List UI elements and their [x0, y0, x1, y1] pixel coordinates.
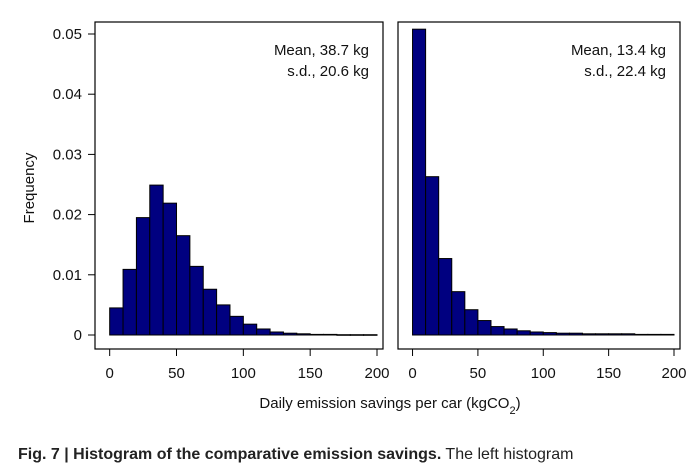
caption-text: The left histogram — [441, 446, 574, 463]
x-axis-label: Daily emission savings per car (kgCO2) — [259, 395, 520, 417]
caption-title: Fig. 7 | Histogram of the comparative em… — [18, 446, 442, 463]
histogram-bar — [464, 309, 479, 336]
histogram-bar — [323, 333, 338, 336]
sd-annotation: s.d., 22.4 kg — [584, 63, 666, 80]
histogram-bar — [242, 323, 258, 336]
histogram-bar — [490, 326, 505, 336]
histogram-bar — [608, 333, 623, 336]
x-tick-label: 50 — [168, 365, 185, 382]
histogram-bar — [296, 333, 311, 336]
histogram-bar — [229, 315, 244, 336]
histogram-bar — [282, 332, 298, 336]
histogram-bar — [216, 304, 231, 336]
plot-frame — [94, 21, 384, 350]
plot-frame — [397, 21, 681, 350]
figure: 0 50 100 150 200 0 0.01 0.02 0.03 0.04 0.05 Mean, 3… — [21, 21, 687, 417]
histogram-bar — [412, 28, 427, 336]
y-tick-label: 0.05 — [53, 26, 82, 43]
histogram-bar — [425, 176, 440, 336]
right-histogram-panel: 0 50 100 150 200 Mean, 13.4 kg s.d., 22.4 kg — [397, 21, 687, 382]
histogram-bar — [529, 331, 544, 336]
histogram-bar — [438, 258, 453, 336]
histogram-bar — [581, 333, 597, 336]
histogram-bar — [269, 331, 284, 336]
x-tick-label: 100 — [531, 365, 556, 382]
sd-annotation: s.d., 20.6 kg — [287, 63, 369, 80]
y-tick-label: 0.01 — [53, 267, 82, 284]
histogram-bar — [336, 334, 351, 336]
histogram-bar — [647, 333, 662, 336]
y-tick-label: 0.04 — [53, 86, 82, 103]
x-tick-label: 150 — [298, 365, 323, 382]
x-tick-label: 200 — [364, 365, 389, 382]
histogram-bar — [256, 328, 271, 336]
histogram-bar — [122, 268, 137, 336]
histogram-bar — [516, 330, 531, 336]
histogram-bar — [189, 265, 204, 336]
x-tick-label: 0 — [408, 365, 416, 382]
x-tick-label: 200 — [661, 365, 686, 382]
y-tick-label: 0.03 — [53, 146, 82, 163]
mean-annotation: Mean, 13.4 kg — [571, 42, 666, 59]
histogram-bar — [477, 320, 492, 336]
y-axis-label: Frequency — [21, 152, 38, 223]
histogram-bar — [621, 333, 636, 336]
x-tick-label: 0 — [106, 365, 114, 382]
y-tick-label: 0 — [74, 327, 82, 344]
histogram-bar — [595, 333, 610, 336]
histogram-bar — [634, 333, 649, 336]
mean-annotation: Mean, 38.7 kg — [274, 42, 369, 59]
x-tick-label: 50 — [470, 365, 487, 382]
histogram-bar — [176, 235, 191, 336]
histogram-bar — [660, 333, 675, 336]
histogram-bar — [162, 202, 178, 336]
histogram-bar — [109, 307, 124, 336]
histogram-bar — [309, 333, 325, 336]
histogram-bar — [555, 332, 570, 336]
y-tick-label: 0.02 — [53, 207, 82, 224]
histogram-bar — [149, 184, 164, 336]
histogram-bar — [202, 288, 218, 336]
histogram-bar — [568, 332, 583, 336]
figure-caption: Fig. 7 | Histogram of the comparative em… — [18, 446, 688, 464]
histogram-bar — [363, 334, 378, 336]
histogram-bar — [451, 291, 466, 336]
x-tick-label: 100 — [231, 365, 256, 382]
histogram-bar — [135, 217, 151, 336]
histogram-bar — [349, 334, 365, 336]
histogram-bar — [503, 328, 518, 336]
histogram-bar — [542, 332, 557, 336]
left-histogram-panel: 0 50 100 150 200 0 0.01 0.02 0.03 0.04 0.05 Mean, 3… — [53, 21, 390, 382]
x-tick-label: 150 — [596, 365, 621, 382]
